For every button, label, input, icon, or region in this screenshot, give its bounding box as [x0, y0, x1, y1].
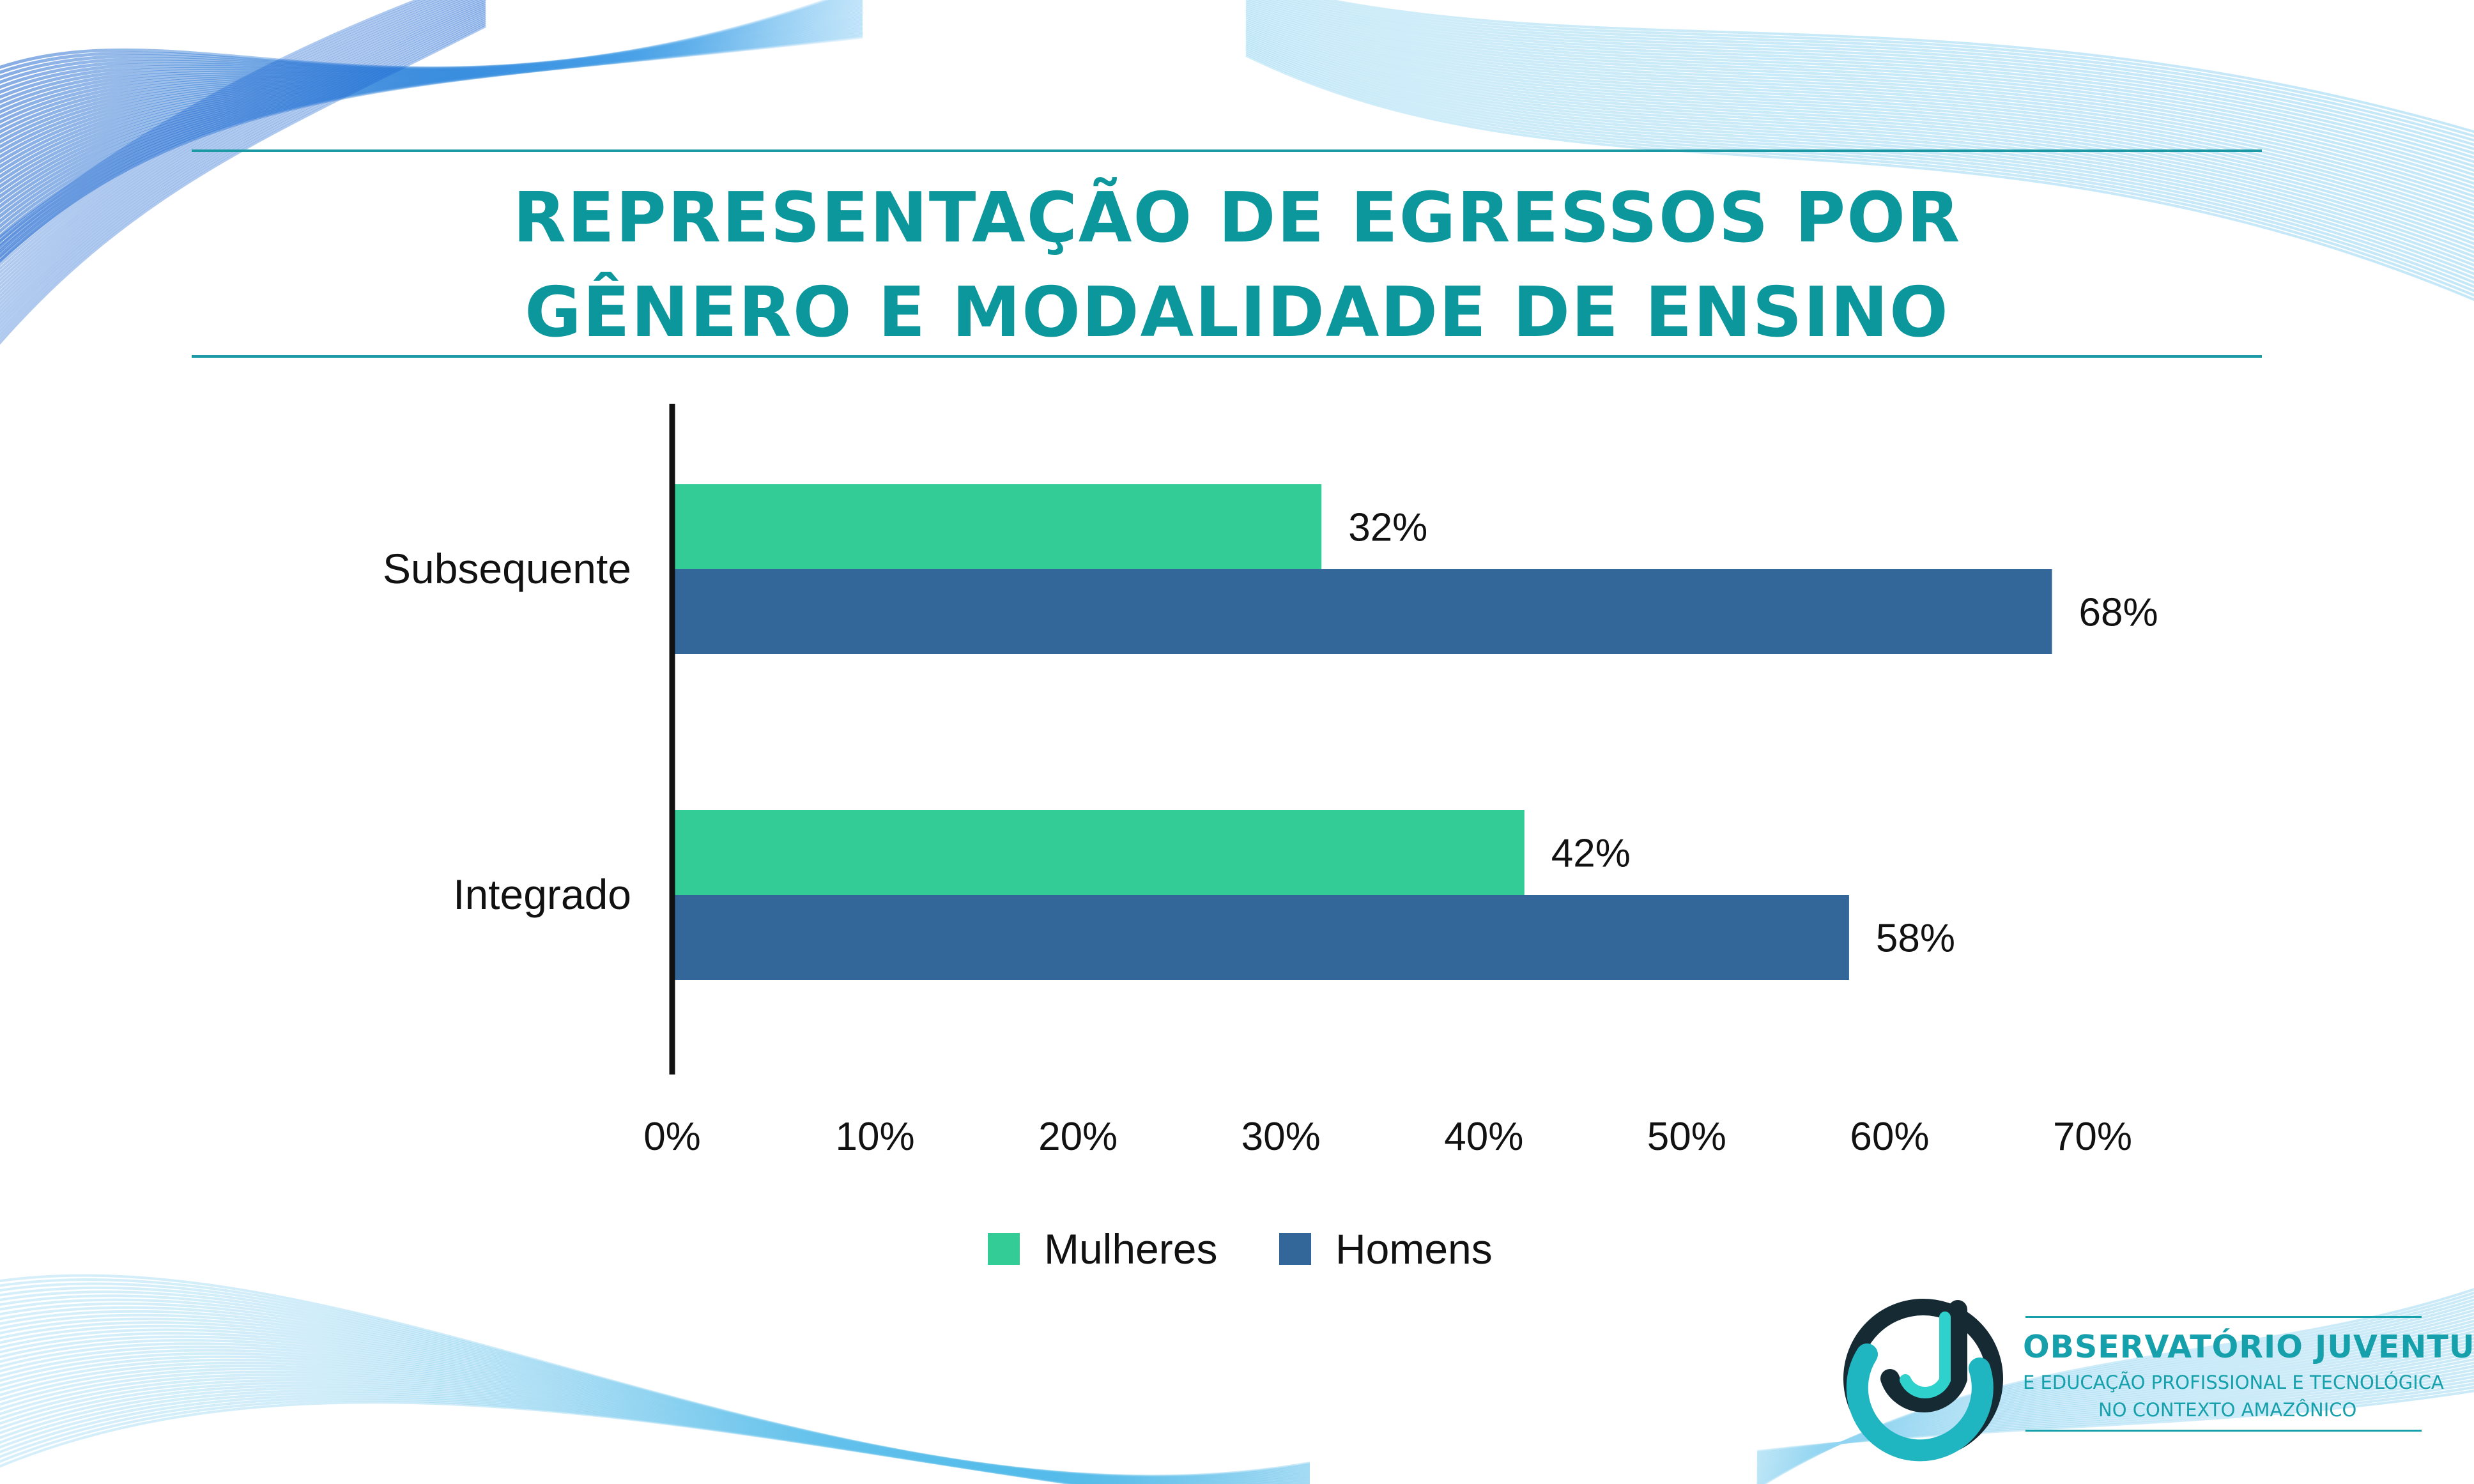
title-bottom-rule [192, 355, 2262, 358]
bar-mulheres-subsequente [672, 484, 1322, 569]
legend-swatch-homens [1279, 1233, 1311, 1265]
x-tick-label: 70% [2053, 1115, 2132, 1159]
logo-top-rule [2025, 1316, 2422, 1318]
logo-subtitle-1: E EDUCAÇÃO PROFISSIONAL E TECNOLÓGICA [2023, 1372, 2444, 1393]
title-line-1: REPRESENTAÇÃO DE EGRESSOS POR [512, 178, 1962, 258]
logo-subtitle-2: NO CONTEXTO AMAZÔNICO [2098, 1399, 2357, 1421]
value-label-homens-integrado: 58% [1876, 917, 1955, 961]
x-tick-label: 10% [836, 1115, 915, 1159]
wave-top-left [0, 0, 863, 345]
x-tick-label: 50% [1647, 1115, 1726, 1159]
chart-title: REPRESENTAÇÃO DE EGRESSOS POR GÊNERO E M… [0, 171, 2474, 360]
bar-homens-integrado [672, 895, 1849, 980]
observatorio-logo: OBSERVATÓRIO JUVENTUDE E EDUCAÇÃO PROFIS… [1827, 1284, 2474, 1469]
category-label-integrado: Integrado [453, 871, 631, 918]
legend-item-mulheres: Mulheres [988, 1223, 1217, 1274]
value-label-mulheres-subsequente: 32% [1348, 506, 1427, 550]
logo-bottom-rule [2025, 1430, 2422, 1432]
title-top-rule [192, 149, 2262, 152]
legend-item-homens: Homens [1279, 1223, 1493, 1274]
category-label-subsequente: Subsequente [383, 545, 631, 592]
value-label-mulheres-integrado: 42% [1551, 832, 1631, 876]
wave-bottom-left [0, 1274, 1310, 1484]
legend-swatch-mulheres [988, 1233, 1020, 1265]
observatorio-j-logo-icon [1843, 1299, 2003, 1462]
legend-label-homens: Homens [1335, 1225, 1493, 1273]
x-tick-label: 40% [1444, 1115, 1523, 1159]
x-tick-label: 20% [1038, 1115, 1118, 1159]
title-line-2: GÊNERO E MODALIDADE DE ENSINO [525, 273, 1949, 353]
x-tick-label: 0% [643, 1115, 701, 1159]
bar-homens-subsequente [672, 569, 2052, 654]
logo-title: OBSERVATÓRIO JUVENTUDE [2023, 1329, 2474, 1365]
legend-label-mulheres: Mulheres [1044, 1225, 1218, 1273]
bar-mulheres-integrado [672, 810, 1525, 895]
x-tick-label: 30% [1241, 1115, 1321, 1159]
x-tick-label: 60% [1850, 1115, 1929, 1159]
value-label-homens-subsequente: 68% [2078, 591, 2158, 635]
